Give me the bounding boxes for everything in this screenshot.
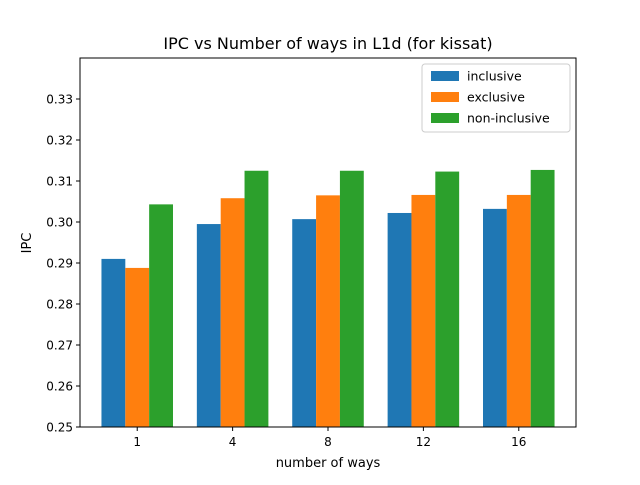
bar-non-inclusive-4 (244, 170, 269, 427)
bar-exclusive-4 (220, 198, 245, 427)
y-tick-label: 0.33 (46, 93, 73, 107)
y-tick-label: 0.25 (46, 421, 73, 435)
x-tick-label: 8 (324, 435, 332, 449)
y-tick-label: 0.28 (46, 298, 73, 312)
legend: inclusive exclusive non-inclusive (421, 63, 571, 133)
y-tick-label: 0.30 (46, 216, 73, 230)
bar-inclusive-8 (292, 219, 317, 427)
bar-inclusive-12 (387, 212, 412, 427)
legend-label-exclusive: exclusive (467, 90, 525, 105)
x-axis-label: number of ways (276, 456, 381, 471)
y-tick-label: 0.31 (46, 175, 73, 189)
bar-exclusive-8 (316, 195, 340, 427)
y-axis-label: IPC (20, 233, 35, 254)
bar-non-inclusive-12 (435, 171, 460, 427)
ticks-layer: 0.25 0.26 0.27 0.28 0.29 0.30 0.31 0.32 0.33 1 4 8 1… (46, 93, 526, 450)
legend-label-inclusive: inclusive (467, 69, 522, 84)
bar-non-inclusive-16 (530, 169, 555, 427)
bar-inclusive-16 (483, 208, 507, 427)
x-tick-label: 12 (416, 435, 431, 449)
bar-inclusive-1 (101, 258, 126, 427)
legend-label-non-inclusive: non-inclusive (467, 111, 550, 126)
legend-swatch-inclusive (431, 71, 459, 81)
legend-swatch-non-inclusive (431, 113, 459, 123)
bar-non-inclusive-8 (339, 170, 364, 427)
y-tick-label: 0.29 (46, 257, 73, 271)
bar-non-inclusive-1 (149, 204, 173, 427)
chart-title: IPC vs Number of ways in L1d (for kissat… (163, 34, 492, 53)
x-tick-label: 4 (229, 435, 237, 449)
y-tick-label: 0.26 (46, 380, 73, 394)
bar-exclusive-12 (411, 194, 436, 427)
legend-swatch-exclusive (431, 92, 459, 102)
y-tick-label: 0.27 (46, 339, 73, 353)
y-tick-label: 0.32 (46, 134, 73, 148)
x-tick-label: 16 (511, 435, 526, 449)
bars-layer (101, 169, 555, 427)
x-tick-label: 1 (133, 435, 141, 449)
bar-exclusive-1 (125, 267, 150, 427)
bar-exclusive-16 (506, 194, 531, 427)
bar-inclusive-4 (196, 224, 221, 427)
